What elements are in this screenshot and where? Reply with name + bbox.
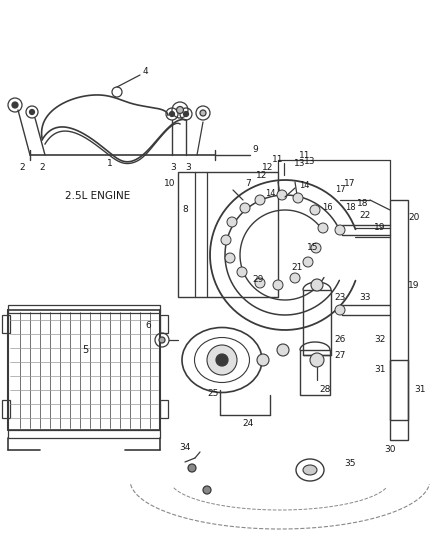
Text: 9: 9: [252, 146, 258, 155]
Circle shape: [311, 243, 321, 253]
Bar: [160, 315, 168, 333]
Circle shape: [318, 223, 328, 233]
Text: 32: 32: [374, 335, 386, 344]
Circle shape: [184, 111, 188, 117]
Text: 22: 22: [359, 212, 371, 221]
Text: 35: 35: [344, 458, 356, 467]
Circle shape: [303, 257, 313, 267]
Text: 18: 18: [357, 199, 369, 208]
Bar: [390, 200, 408, 420]
Text: 14: 14: [299, 181, 309, 190]
Text: 1: 1: [107, 159, 113, 168]
Circle shape: [290, 273, 300, 283]
Bar: [8, 430, 160, 438]
Text: 30: 30: [384, 446, 396, 455]
Text: 12: 12: [262, 164, 274, 173]
Circle shape: [12, 102, 18, 108]
Text: 5: 5: [82, 345, 88, 355]
Text: 8: 8: [182, 206, 188, 214]
Text: 19: 19: [408, 280, 420, 289]
Circle shape: [159, 337, 165, 343]
Circle shape: [310, 205, 320, 215]
Bar: [390, 360, 408, 440]
Circle shape: [277, 190, 287, 200]
Text: 13: 13: [294, 158, 306, 167]
Circle shape: [255, 278, 265, 288]
Text: 10: 10: [164, 179, 176, 188]
Bar: [178, 172, 278, 297]
Bar: [2, 315, 10, 333]
Ellipse shape: [303, 465, 317, 475]
Circle shape: [203, 486, 211, 494]
Text: 11: 11: [272, 156, 284, 165]
Circle shape: [273, 280, 283, 290]
Circle shape: [177, 107, 184, 114]
Circle shape: [277, 344, 289, 356]
Text: 2: 2: [39, 163, 45, 172]
Text: 24: 24: [242, 418, 254, 427]
Circle shape: [29, 109, 35, 115]
Text: 31: 31: [414, 385, 426, 394]
Text: 18: 18: [345, 204, 355, 213]
Circle shape: [335, 305, 345, 315]
Text: 7: 7: [245, 179, 251, 188]
Bar: [2, 400, 10, 418]
Text: 27: 27: [334, 351, 346, 359]
Text: 12: 12: [256, 171, 268, 180]
Text: 33: 33: [359, 294, 371, 303]
Circle shape: [293, 193, 303, 203]
Circle shape: [335, 225, 345, 235]
Text: 23: 23: [334, 294, 346, 303]
Circle shape: [237, 267, 247, 277]
Text: 17: 17: [335, 185, 345, 195]
Circle shape: [257, 354, 269, 366]
Text: 21: 21: [291, 263, 303, 272]
Text: 2: 2: [19, 163, 25, 172]
Text: 17: 17: [344, 179, 356, 188]
Text: 6: 6: [145, 320, 151, 329]
Circle shape: [310, 353, 324, 367]
Text: 16: 16: [321, 204, 332, 213]
Text: 25: 25: [207, 389, 219, 398]
Circle shape: [225, 253, 235, 263]
Text: 13: 13: [304, 157, 316, 166]
Bar: [303, 290, 331, 355]
Text: 3: 3: [170, 163, 176, 172]
Text: 29: 29: [252, 276, 264, 285]
Text: 14: 14: [265, 189, 275, 198]
Circle shape: [221, 235, 231, 245]
Circle shape: [227, 217, 237, 227]
Text: 11: 11: [299, 150, 311, 159]
Text: 19: 19: [374, 223, 386, 232]
Circle shape: [188, 464, 196, 472]
Circle shape: [240, 203, 250, 213]
Circle shape: [200, 110, 206, 116]
Text: 26: 26: [334, 335, 346, 344]
Bar: [300, 350, 330, 395]
Circle shape: [170, 111, 174, 117]
Circle shape: [255, 195, 265, 205]
Text: 4: 4: [142, 68, 148, 77]
Circle shape: [216, 354, 228, 366]
Text: 20: 20: [408, 214, 419, 222]
Bar: [160, 400, 168, 418]
Text: 15: 15: [307, 244, 319, 253]
Text: 34: 34: [179, 443, 191, 453]
Text: 2.5L ENGINE: 2.5L ENGINE: [65, 191, 130, 201]
Text: 31: 31: [374, 366, 386, 375]
Circle shape: [311, 279, 323, 291]
Text: 3: 3: [185, 163, 191, 172]
Bar: [8, 305, 160, 313]
Text: 28: 28: [319, 385, 331, 394]
Circle shape: [207, 345, 237, 375]
